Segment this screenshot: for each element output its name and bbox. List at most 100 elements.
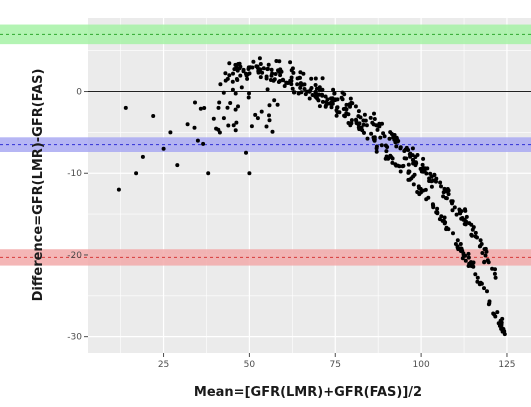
data-point bbox=[231, 71, 235, 76]
data-point bbox=[195, 138, 200, 143]
data-point bbox=[297, 75, 302, 80]
data-point bbox=[151, 114, 156, 118]
data-point bbox=[425, 166, 430, 171]
data-point bbox=[483, 253, 488, 258]
data-point bbox=[368, 115, 373, 120]
data-point bbox=[490, 266, 495, 271]
data-point bbox=[444, 189, 449, 194]
data-point bbox=[235, 78, 240, 82]
data-point bbox=[257, 56, 262, 61]
data-point bbox=[298, 70, 303, 75]
data-point bbox=[329, 105, 334, 110]
data-point bbox=[473, 230, 478, 235]
data-point bbox=[364, 123, 369, 128]
data-point bbox=[288, 60, 293, 65]
data-point bbox=[333, 98, 338, 103]
data-point bbox=[317, 87, 322, 92]
data-point bbox=[402, 149, 407, 153]
data-point bbox=[492, 312, 497, 317]
data-point bbox=[459, 216, 464, 221]
data-point bbox=[264, 124, 269, 129]
data-point bbox=[286, 81, 290, 85]
data-point bbox=[372, 117, 377, 121]
data-point bbox=[458, 211, 463, 216]
data-point bbox=[238, 73, 243, 78]
data-point bbox=[116, 187, 121, 192]
data-point bbox=[236, 104, 240, 109]
data-point bbox=[272, 77, 277, 82]
data-point bbox=[440, 218, 445, 223]
data-point bbox=[463, 222, 468, 227]
data-point bbox=[449, 199, 454, 204]
data-point bbox=[469, 232, 474, 237]
data-point bbox=[356, 114, 361, 119]
data-point bbox=[331, 87, 336, 92]
data-point bbox=[231, 123, 236, 128]
data-point bbox=[460, 256, 465, 261]
data-point bbox=[429, 184, 434, 189]
data-point bbox=[480, 251, 485, 255]
data-point bbox=[382, 134, 387, 139]
data-point bbox=[439, 184, 443, 189]
data-point bbox=[441, 190, 446, 195]
data-point bbox=[268, 78, 273, 82]
data-point bbox=[402, 156, 407, 161]
data-point bbox=[410, 157, 415, 162]
data-point bbox=[392, 137, 397, 142]
data-point bbox=[420, 162, 425, 167]
data-point bbox=[482, 286, 486, 291]
x-axis-title: Mean=[GFR(LMR)+GFR(FAS)]/2 bbox=[194, 385, 422, 400]
data-point bbox=[450, 208, 455, 213]
data-point bbox=[407, 169, 412, 174]
data-point bbox=[278, 73, 283, 78]
data-point bbox=[289, 78, 294, 83]
data-point bbox=[185, 122, 190, 127]
data-point bbox=[264, 76, 269, 81]
data-point bbox=[227, 61, 232, 66]
data-point bbox=[452, 205, 457, 210]
data-point bbox=[269, 67, 274, 72]
data-point bbox=[276, 68, 280, 73]
data-point bbox=[317, 104, 322, 109]
data-point bbox=[256, 70, 261, 75]
data-point bbox=[228, 101, 233, 105]
data-point bbox=[234, 120, 239, 125]
data-point bbox=[258, 62, 263, 66]
data-point bbox=[501, 327, 506, 331]
data-point bbox=[237, 66, 242, 71]
data-point bbox=[496, 321, 501, 326]
data-point bbox=[381, 131, 386, 136]
data-point bbox=[267, 113, 271, 118]
data-point bbox=[227, 73, 232, 78]
data-point bbox=[221, 90, 226, 95]
data-point bbox=[385, 145, 390, 149]
data-point bbox=[217, 100, 222, 105]
data-point bbox=[250, 65, 255, 70]
data-point bbox=[217, 130, 222, 135]
data-point bbox=[313, 76, 318, 81]
data-point bbox=[421, 188, 426, 193]
data-point bbox=[354, 119, 359, 124]
data-point bbox=[272, 98, 277, 103]
data-point bbox=[372, 135, 377, 140]
data-point bbox=[432, 173, 437, 178]
data-point bbox=[230, 87, 235, 92]
y-tick-label: -20 bbox=[67, 251, 82, 261]
x-tick-label: 50 bbox=[244, 360, 256, 370]
data-point bbox=[454, 212, 459, 217]
data-point bbox=[290, 86, 295, 91]
data-point bbox=[233, 91, 238, 96]
data-point bbox=[255, 116, 260, 121]
data-point bbox=[265, 87, 270, 92]
data-point bbox=[340, 97, 345, 102]
data-point bbox=[379, 143, 384, 148]
data-point bbox=[451, 231, 455, 236]
data-point bbox=[485, 289, 489, 294]
data-point bbox=[362, 112, 367, 117]
data-point bbox=[274, 59, 279, 63]
data-point bbox=[493, 275, 498, 280]
data-point bbox=[295, 82, 300, 87]
data-point bbox=[233, 128, 238, 133]
data-point bbox=[388, 130, 393, 135]
data-point bbox=[413, 155, 418, 159]
